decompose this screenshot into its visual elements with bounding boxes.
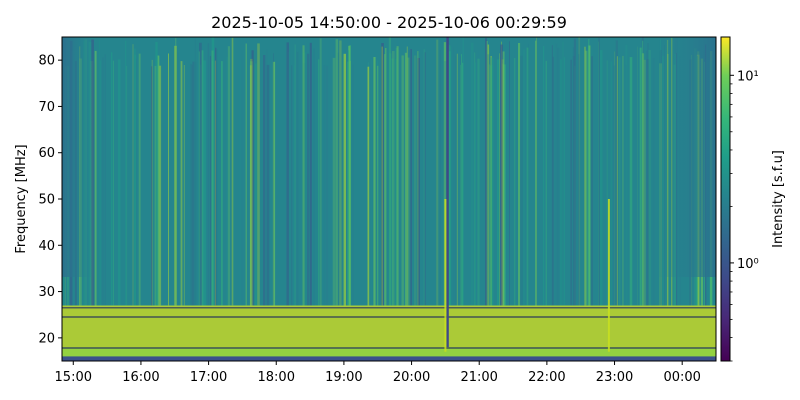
x-tick-label: 18:00 [258, 370, 295, 385]
y-axis-label: Frequency [MHz] [14, 144, 29, 253]
y-tick-label: 60 [38, 146, 55, 161]
x-tick-label: 19:00 [325, 370, 362, 385]
x-tick-label: 21:00 [460, 370, 497, 385]
colorbar-ticks: 10⁰ 10¹ [730, 69, 759, 362]
colorbar: 10⁰ 10¹ Intensity [s.f.u] [720, 36, 786, 362]
colorbar-tick-label: 10⁰ [737, 257, 759, 272]
y-axis: 20 30 40 50 60 70 80 [38, 54, 62, 346]
band-high [62, 347, 716, 357]
bright-burst [444, 199, 447, 352]
x-tick-label: 20:00 [393, 370, 430, 385]
band-low [62, 356, 716, 361]
x-tick-label: 00:00 [663, 370, 700, 385]
vertical-features [444, 37, 610, 352]
y-tick-label: 50 [38, 193, 55, 208]
band-very-high [62, 305, 716, 348]
colorbar-frame [720, 36, 731, 362]
y-tick-label: 20 [38, 331, 55, 346]
dark-vertical-line [446, 37, 449, 348]
x-tick-label: 15:00 [55, 370, 92, 385]
plot-area [62, 37, 716, 361]
x-tick-label: 23:00 [596, 370, 633, 385]
x-tick-label: 22:00 [528, 370, 565, 385]
horizontal-lines [62, 307, 716, 349]
bright-burst [607, 199, 610, 352]
y-tick-label: 70 [38, 100, 55, 115]
y-tick-label: 80 [38, 54, 55, 69]
edge-fade [62, 37, 716, 277]
colorbar-gradient [721, 37, 730, 361]
y-tick-label: 30 [38, 285, 55, 300]
x-tick-label: 16:00 [122, 370, 159, 385]
y-tick-label: 40 [38, 239, 55, 254]
x-axis: 15:00 16:00 17:00 18:00 19:00 20:00 21:00 22:00… [55, 361, 701, 385]
colorbar-tick-label: 10¹ [737, 69, 759, 84]
chart-title: 2025-10-05 14:50:00 - 2025-10-06 00:29:5… [211, 13, 567, 32]
x-tick-label: 17:00 [190, 370, 227, 385]
colorbar-label: Intensity [s.f.u] [771, 150, 786, 248]
spectrogram-bands [62, 305, 716, 361]
